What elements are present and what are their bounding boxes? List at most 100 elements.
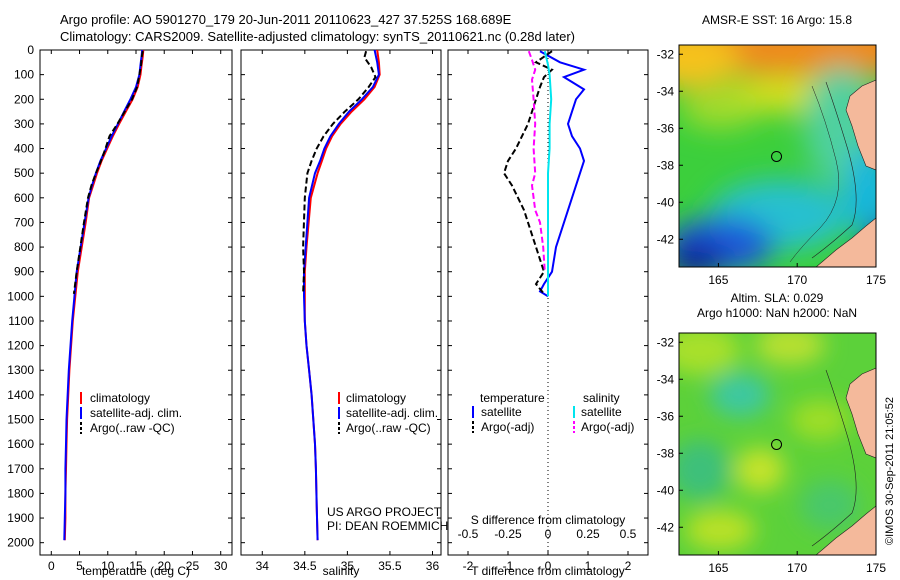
series-line-satellite-adj-clim- (303, 49, 380, 541)
sst-map-title: AMSR-E SST: 16 Argo: 15.8 (702, 13, 852, 27)
series-line-salinity-satellite (543, 50, 553, 297)
sla-map-axes: 165 170 175 -32 -34 -36 -38 -40 -42 (657, 335, 887, 575)
x-tick-label: 34 (256, 559, 270, 573)
argo-float-location-marker (771, 150, 783, 162)
map-x-tick-label: 165 (708, 273, 728, 287)
sst-map-axes: 165 170 175 -32 -34 -36 -38 -40 -42 (657, 47, 887, 287)
map-x-tick-label: 170 (787, 273, 807, 287)
depth-tick-label: 500 (14, 166, 34, 180)
top-x-tick-label: 0 (545, 527, 552, 541)
legend-label-satellite: satellite-adj. clim. (346, 406, 438, 420)
depth-tick-label: 1000 (7, 289, 34, 303)
x-tick-label: 35 (341, 559, 355, 573)
x-tick-label: 0 (545, 559, 552, 573)
x-tick-label: 34.5 (293, 559, 317, 573)
sla-map-title-2: Argo h1000: NaN h2000: NaN (697, 306, 857, 320)
project-label: US ARGO PROJECT (327, 505, 442, 519)
x-tick-label: 0 (48, 559, 55, 573)
x-tick-label: 10 (101, 559, 115, 573)
map-y-tick-label: -32 (657, 335, 675, 349)
map-y-tick-label: -36 (657, 409, 675, 423)
depth-tick-label: 1900 (7, 511, 34, 525)
depth-tick-label: 2000 (7, 536, 34, 550)
temperature-legend: climatology satellite-adj. clim. Argo(..… (80, 391, 182, 435)
sla-map-frame (678, 332, 877, 556)
temperature-axes-frame (39, 49, 233, 556)
argo-float-location-marker (771, 438, 783, 450)
legend-label-sal-argo: Argo(-adj) (581, 420, 634, 434)
depth-tick-label: 1600 (7, 437, 34, 451)
map-y-tick-label: -40 (657, 483, 675, 497)
map-x-tick-label: 175 (866, 273, 886, 287)
legend-title-salinity: salinity (583, 391, 620, 405)
depth-tick-label: 300 (14, 117, 34, 131)
map-x-tick-label: 165 (708, 561, 728, 575)
x-tick-label: 20 (158, 559, 172, 573)
series-line-salinity-argo-adj- (527, 50, 546, 272)
depth-tick-label: 800 (14, 240, 34, 254)
map-y-tick-label: -38 (657, 158, 675, 172)
difference-top-axis-label: S difference from climatology (471, 513, 626, 527)
top-x-tick-label: 0.25 (576, 527, 600, 541)
top-x-tick-label: -0.5 (458, 527, 479, 541)
map-y-tick-label: -42 (657, 520, 675, 534)
map-x-tick-label: 175 (866, 561, 886, 575)
x-tick-label: 1 (585, 559, 592, 573)
map-y-tick-label: -40 (657, 195, 675, 209)
legend-label-temp-argo: Argo(-adj) (481, 420, 534, 434)
depth-tick-label: 1400 (7, 388, 34, 402)
series-line-temperature-satellite (538, 50, 588, 298)
top-x-tick-label: 0.5 (620, 527, 637, 541)
salinity-legend: climatology satellite-adj. clim. Argo(..… (338, 391, 438, 435)
depth-tick-label: 1200 (7, 339, 34, 353)
legend-label-argo: Argo(..raw -QC) (346, 421, 431, 435)
top-x-tick-label: -0.25 (494, 527, 522, 541)
x-tick-label: -1 (503, 559, 514, 573)
x-tick-label: 36 (426, 559, 440, 573)
x-tick-label: 30 (214, 559, 228, 573)
x-tick-label: 5 (76, 559, 83, 573)
depth-tick-label: 1500 (7, 413, 34, 427)
header-line-2: Climatology: CARS2009. Satellite-adjuste… (60, 29, 575, 44)
map-x-tick-label: 170 (787, 561, 807, 575)
depth-tick-label: 100 (14, 68, 34, 82)
depth-tick-label: 0 (27, 43, 34, 57)
x-tick-label: 15 (129, 559, 143, 573)
depth-tick-label: 1700 (7, 462, 34, 476)
salinity-chart: 34 34.5 35 35.5 36 (241, 49, 441, 573)
salinity-axis-label: salinity (323, 564, 360, 578)
x-tick-label: 2 (625, 559, 632, 573)
legend-label-sal-satellite: satellite (581, 405, 622, 419)
depth-tick-label: 600 (14, 191, 34, 205)
depth-tick-label: 1100 (8, 314, 34, 328)
pi-label: PI: DEAN ROEMMICH (327, 519, 448, 533)
legend-label-climatology: climatology (90, 391, 150, 405)
legend-label-temp-satellite: satellite (481, 405, 522, 419)
difference-legend: temperature salinity satellite Argo(-adj… (472, 391, 634, 434)
footer-timestamp: ©IMOS 30-Sep-2011 21:05:52 (884, 397, 896, 545)
map-y-tick-label: -42 (657, 232, 675, 246)
depth-tick-label: 1800 (7, 486, 34, 500)
sla-map-image (679, 333, 876, 555)
depth-tick-label: 900 (14, 265, 34, 279)
series-line-argo-raw-qc- (302, 50, 377, 294)
map-y-tick-label: -38 (657, 446, 675, 460)
map-y-tick-label: -32 (657, 47, 675, 61)
legend-label-satellite: satellite-adj. clim. (90, 406, 182, 420)
map-y-tick-label: -34 (657, 372, 675, 386)
depth-tick-label: 400 (14, 142, 34, 156)
depth-tick-label: 200 (14, 92, 34, 106)
sst-map-frame (678, 44, 877, 268)
difference-chart: -2 -1 0 1 2 -0.5 -0.25 0 0.25 0.5 (448, 49, 648, 573)
series-line-argo-raw-qc- (72, 51, 144, 295)
depth-tick-label: 700 (14, 215, 34, 229)
map-y-tick-label: -36 (657, 121, 675, 135)
series-line-temperature-argo-adj- (502, 50, 554, 295)
header-line-1: Argo profile: AO 5901270_179 20-Jun-2011… (60, 12, 512, 27)
difference-axis-label: T difference from climatology (471, 564, 625, 578)
temperature-axis-label: temperature (deg C) (82, 564, 190, 578)
x-tick-label: 25 (186, 559, 200, 573)
x-tick-label: -2 (463, 559, 474, 573)
temperature-chart: 0 5 10 15 20 25 300100200300400500600700800900… (7, 43, 232, 573)
